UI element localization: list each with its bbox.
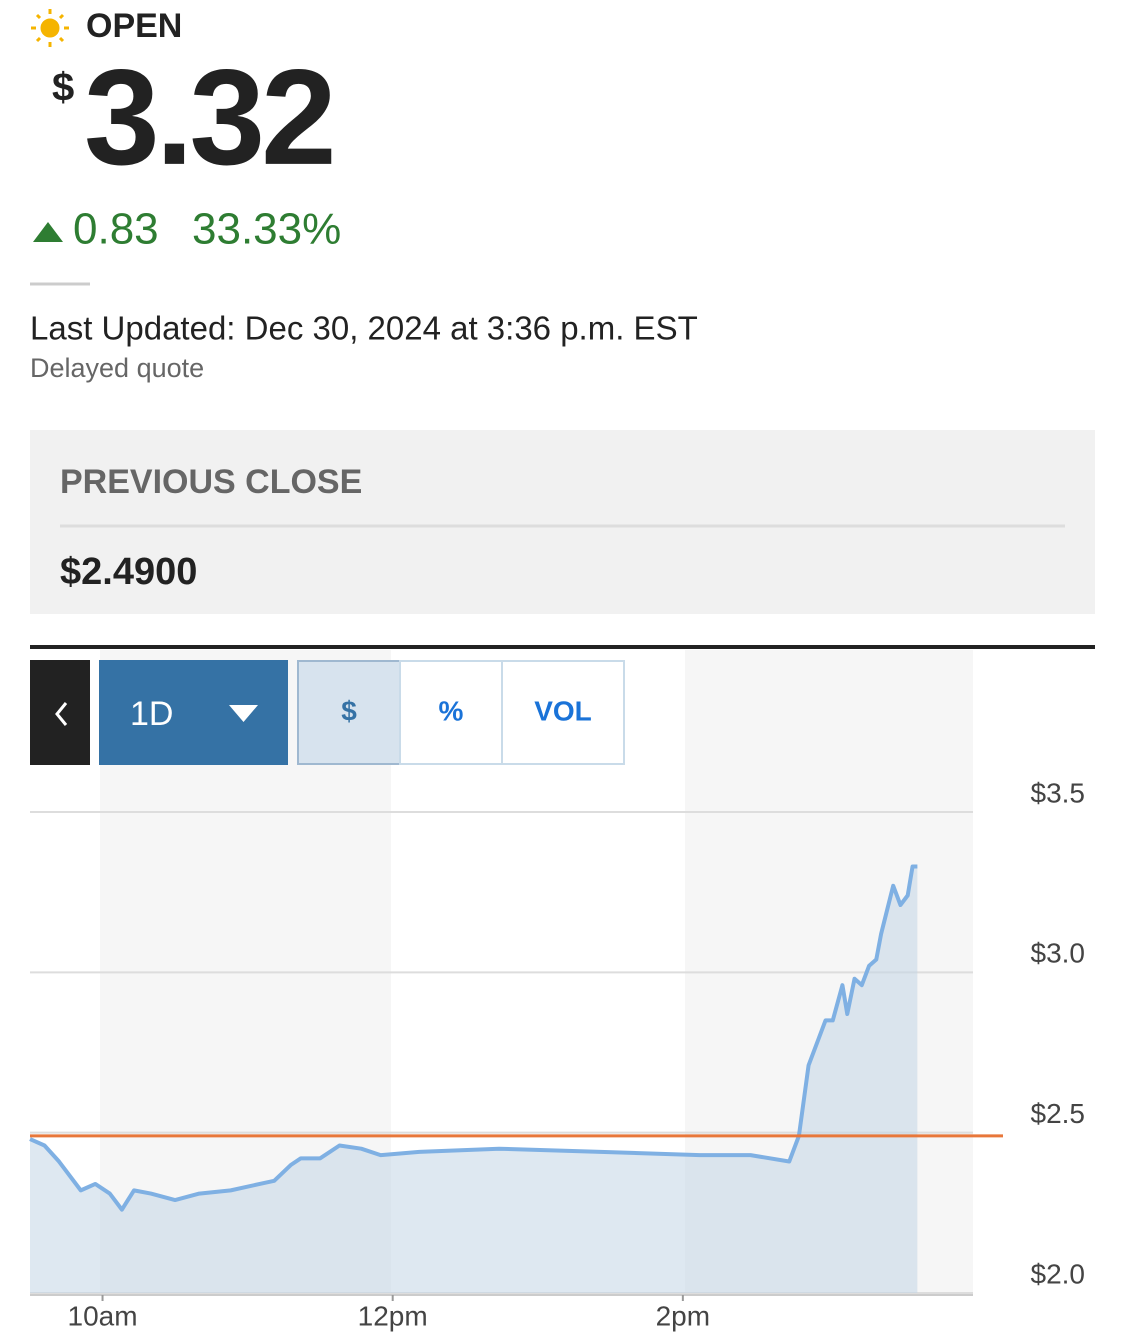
chart-plot: $2.0 $2.5 $3.0 $3.5 10am 12pm 2pm — [29, 777, 1086, 1331]
y-tick-label: $3.0 — [1031, 938, 1086, 969]
previous-close-label: PREVIOUS CLOSE — [60, 463, 362, 501]
y-tick-label: $3.5 — [1031, 777, 1086, 808]
mode-button[interactable] — [399, 660, 503, 765]
chevron-icon — [55, 702, 68, 726]
price-change: 0.83 — [73, 205, 159, 254]
mode-buttons: $% VOL — [297, 660, 625, 765]
mode-label: VOL — [534, 695, 592, 726]
sun-icon — [31, 9, 69, 47]
price: 3.32 — [84, 41, 333, 193]
up-arrow — [33, 222, 63, 242]
mode-label: % — [439, 695, 464, 726]
period-label: 1D — [130, 695, 173, 733]
dropdown-arrow — [229, 705, 258, 722]
mode-label: $ — [341, 695, 357, 726]
x-tick-label: 2pm — [656, 1300, 710, 1331]
currency-symbol: $ — [52, 66, 74, 110]
x-tick-label: 10am — [68, 1300, 138, 1331]
mode-button[interactable] — [501, 660, 625, 765]
market-status: OPEN — [86, 7, 182, 45]
x-tick-label: 12pm — [358, 1300, 428, 1331]
price-line — [29, 864, 918, 1212]
previous-close-value: $2.4900 — [60, 551, 197, 593]
period-dropdown[interactable] — [99, 660, 288, 765]
previous-close-box — [30, 430, 1095, 614]
percent-change: 33.33% — [192, 205, 341, 254]
last-updated: Last Updated: Dec 30, 2024 at 3:36 p.m. … — [30, 310, 698, 347]
y-tick-label: $2.0 — [1031, 1258, 1086, 1289]
y-tick-label: $2.5 — [1031, 1098, 1086, 1129]
quote-type: Delayed quote — [30, 353, 204, 383]
